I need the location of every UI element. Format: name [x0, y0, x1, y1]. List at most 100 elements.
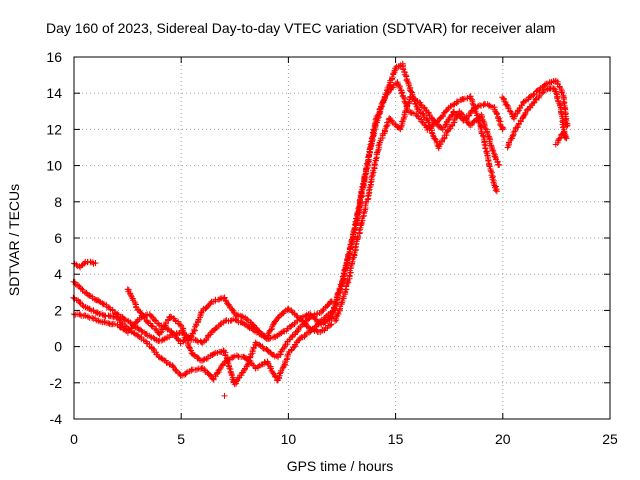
data-point [297, 335, 304, 341]
data-point [308, 327, 315, 334]
data-point [373, 155, 380, 162]
data-point [256, 341, 263, 348]
data-point [462, 115, 469, 122]
data-point [229, 306, 236, 313]
data-point [530, 91, 537, 98]
data-point [352, 244, 359, 251]
data-point [216, 366, 223, 373]
data-point [298, 315, 305, 321]
chart-title: Day 160 of 2023, Sidereal Day-to-day VTE… [46, 20, 555, 36]
x-tick-label: 10 [281, 431, 297, 447]
data-point [228, 317, 235, 324]
x-axis-label: GPS time / hours [287, 458, 394, 474]
data-point [374, 149, 381, 156]
data-point [150, 345, 157, 352]
data-point [144, 319, 151, 326]
data-point [276, 370, 283, 377]
data-point [416, 108, 423, 114]
data-point [486, 102, 493, 109]
data-point [493, 111, 500, 118]
x-tick-labels: 0 5 10 15 20 25 [70, 431, 618, 447]
x-tick-label: 15 [388, 431, 404, 447]
data-point [161, 336, 168, 343]
data-point [222, 297, 229, 304]
data-point [335, 311, 342, 317]
data-point [81, 312, 88, 319]
data-point [510, 132, 516, 139]
data-point [255, 363, 261, 370]
data-point [221, 392, 228, 399]
data-point [95, 317, 102, 324]
y-tick-labels: -4 -2 0 2 4 6 8 10 12 14 16 [46, 49, 62, 427]
data-point [553, 90, 560, 97]
data-point [70, 294, 77, 301]
data-point [563, 135, 570, 142]
data-point [362, 171, 369, 178]
data-point [155, 353, 162, 360]
data-point [77, 311, 84, 318]
data-point [86, 292, 93, 299]
data-point [364, 161, 371, 168]
data-point [294, 328, 301, 335]
data-point [119, 320, 125, 327]
data-point [501, 98, 508, 105]
data-point [201, 366, 208, 373]
y-tick-label: 4 [54, 266, 62, 282]
data-point [268, 326, 275, 333]
data-point [252, 339, 259, 346]
y-tick-label: 8 [54, 194, 62, 210]
data-point [332, 318, 339, 324]
y-tick-label: 6 [54, 230, 62, 246]
y-tick-label: 10 [46, 158, 62, 174]
data-point [475, 118, 482, 125]
x-tick-label: 5 [177, 431, 185, 447]
data-point [231, 381, 238, 388]
data-point [369, 129, 376, 136]
data-point [499, 125, 506, 132]
data-point [328, 298, 335, 305]
data-point [492, 153, 499, 160]
y-tick-label: 14 [46, 85, 62, 101]
data-point [534, 87, 540, 94]
y-axis-label: SDTVAR / TECUs [6, 184, 22, 296]
data-point [268, 350, 275, 357]
data-point [335, 289, 342, 296]
data-point [327, 321, 334, 328]
data-point [342, 262, 349, 269]
data-point [483, 148, 490, 155]
data-point [200, 356, 207, 363]
data-point [395, 82, 402, 88]
axis-ticks [73, 56, 611, 420]
data-point [198, 365, 205, 372]
y-tick-label: 12 [46, 121, 62, 137]
data-point [211, 350, 218, 357]
data-point [105, 320, 112, 327]
data-point [147, 333, 154, 340]
data-point [226, 365, 233, 372]
data-point [339, 274, 346, 280]
data-point [121, 316, 128, 323]
data-point [542, 81, 548, 88]
data-point [157, 329, 164, 336]
data-point [75, 282, 82, 289]
data-point [193, 366, 200, 373]
data-point [227, 369, 234, 376]
data-point [279, 365, 286, 372]
data-point [521, 98, 528, 105]
data-point [288, 322, 295, 329]
data-point [137, 309, 144, 316]
data-point [92, 260, 99, 267]
data-point [504, 102, 511, 109]
data-point [96, 298, 103, 305]
data-point [492, 187, 499, 194]
y-tick-label: -2 [50, 375, 63, 391]
data-point [79, 302, 86, 309]
data-point [241, 320, 248, 327]
data-point [556, 135, 563, 142]
data-point [388, 85, 395, 92]
data-point [404, 78, 411, 85]
y-tick-label: 16 [46, 49, 62, 65]
data-point [460, 116, 466, 123]
data-point [389, 118, 396, 125]
